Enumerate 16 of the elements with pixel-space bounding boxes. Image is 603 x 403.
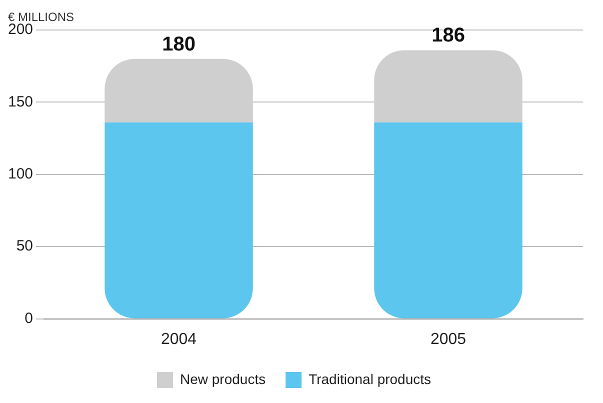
x-tick-label: 2004 (160, 330, 197, 348)
y-axis-title: € MILLIONS (8, 10, 74, 24)
x-tick-label: 2005 (430, 330, 466, 348)
total-label: 186 (432, 24, 465, 47)
legend-label: New products (180, 370, 266, 387)
y-tick-label: 0 (24, 310, 34, 327)
bar (374, 122, 522, 318)
bar (104, 58, 253, 122)
y-tick-label: 100 (8, 166, 34, 183)
legend-label: Traditional products (308, 370, 432, 387)
bar (374, 50, 522, 122)
y-tick-label: 200 (8, 21, 34, 38)
y-tick-label: 50 (16, 238, 34, 255)
total-label: 180 (162, 33, 196, 56)
y-tick-label: 150 (8, 93, 34, 110)
bar (104, 122, 253, 318)
